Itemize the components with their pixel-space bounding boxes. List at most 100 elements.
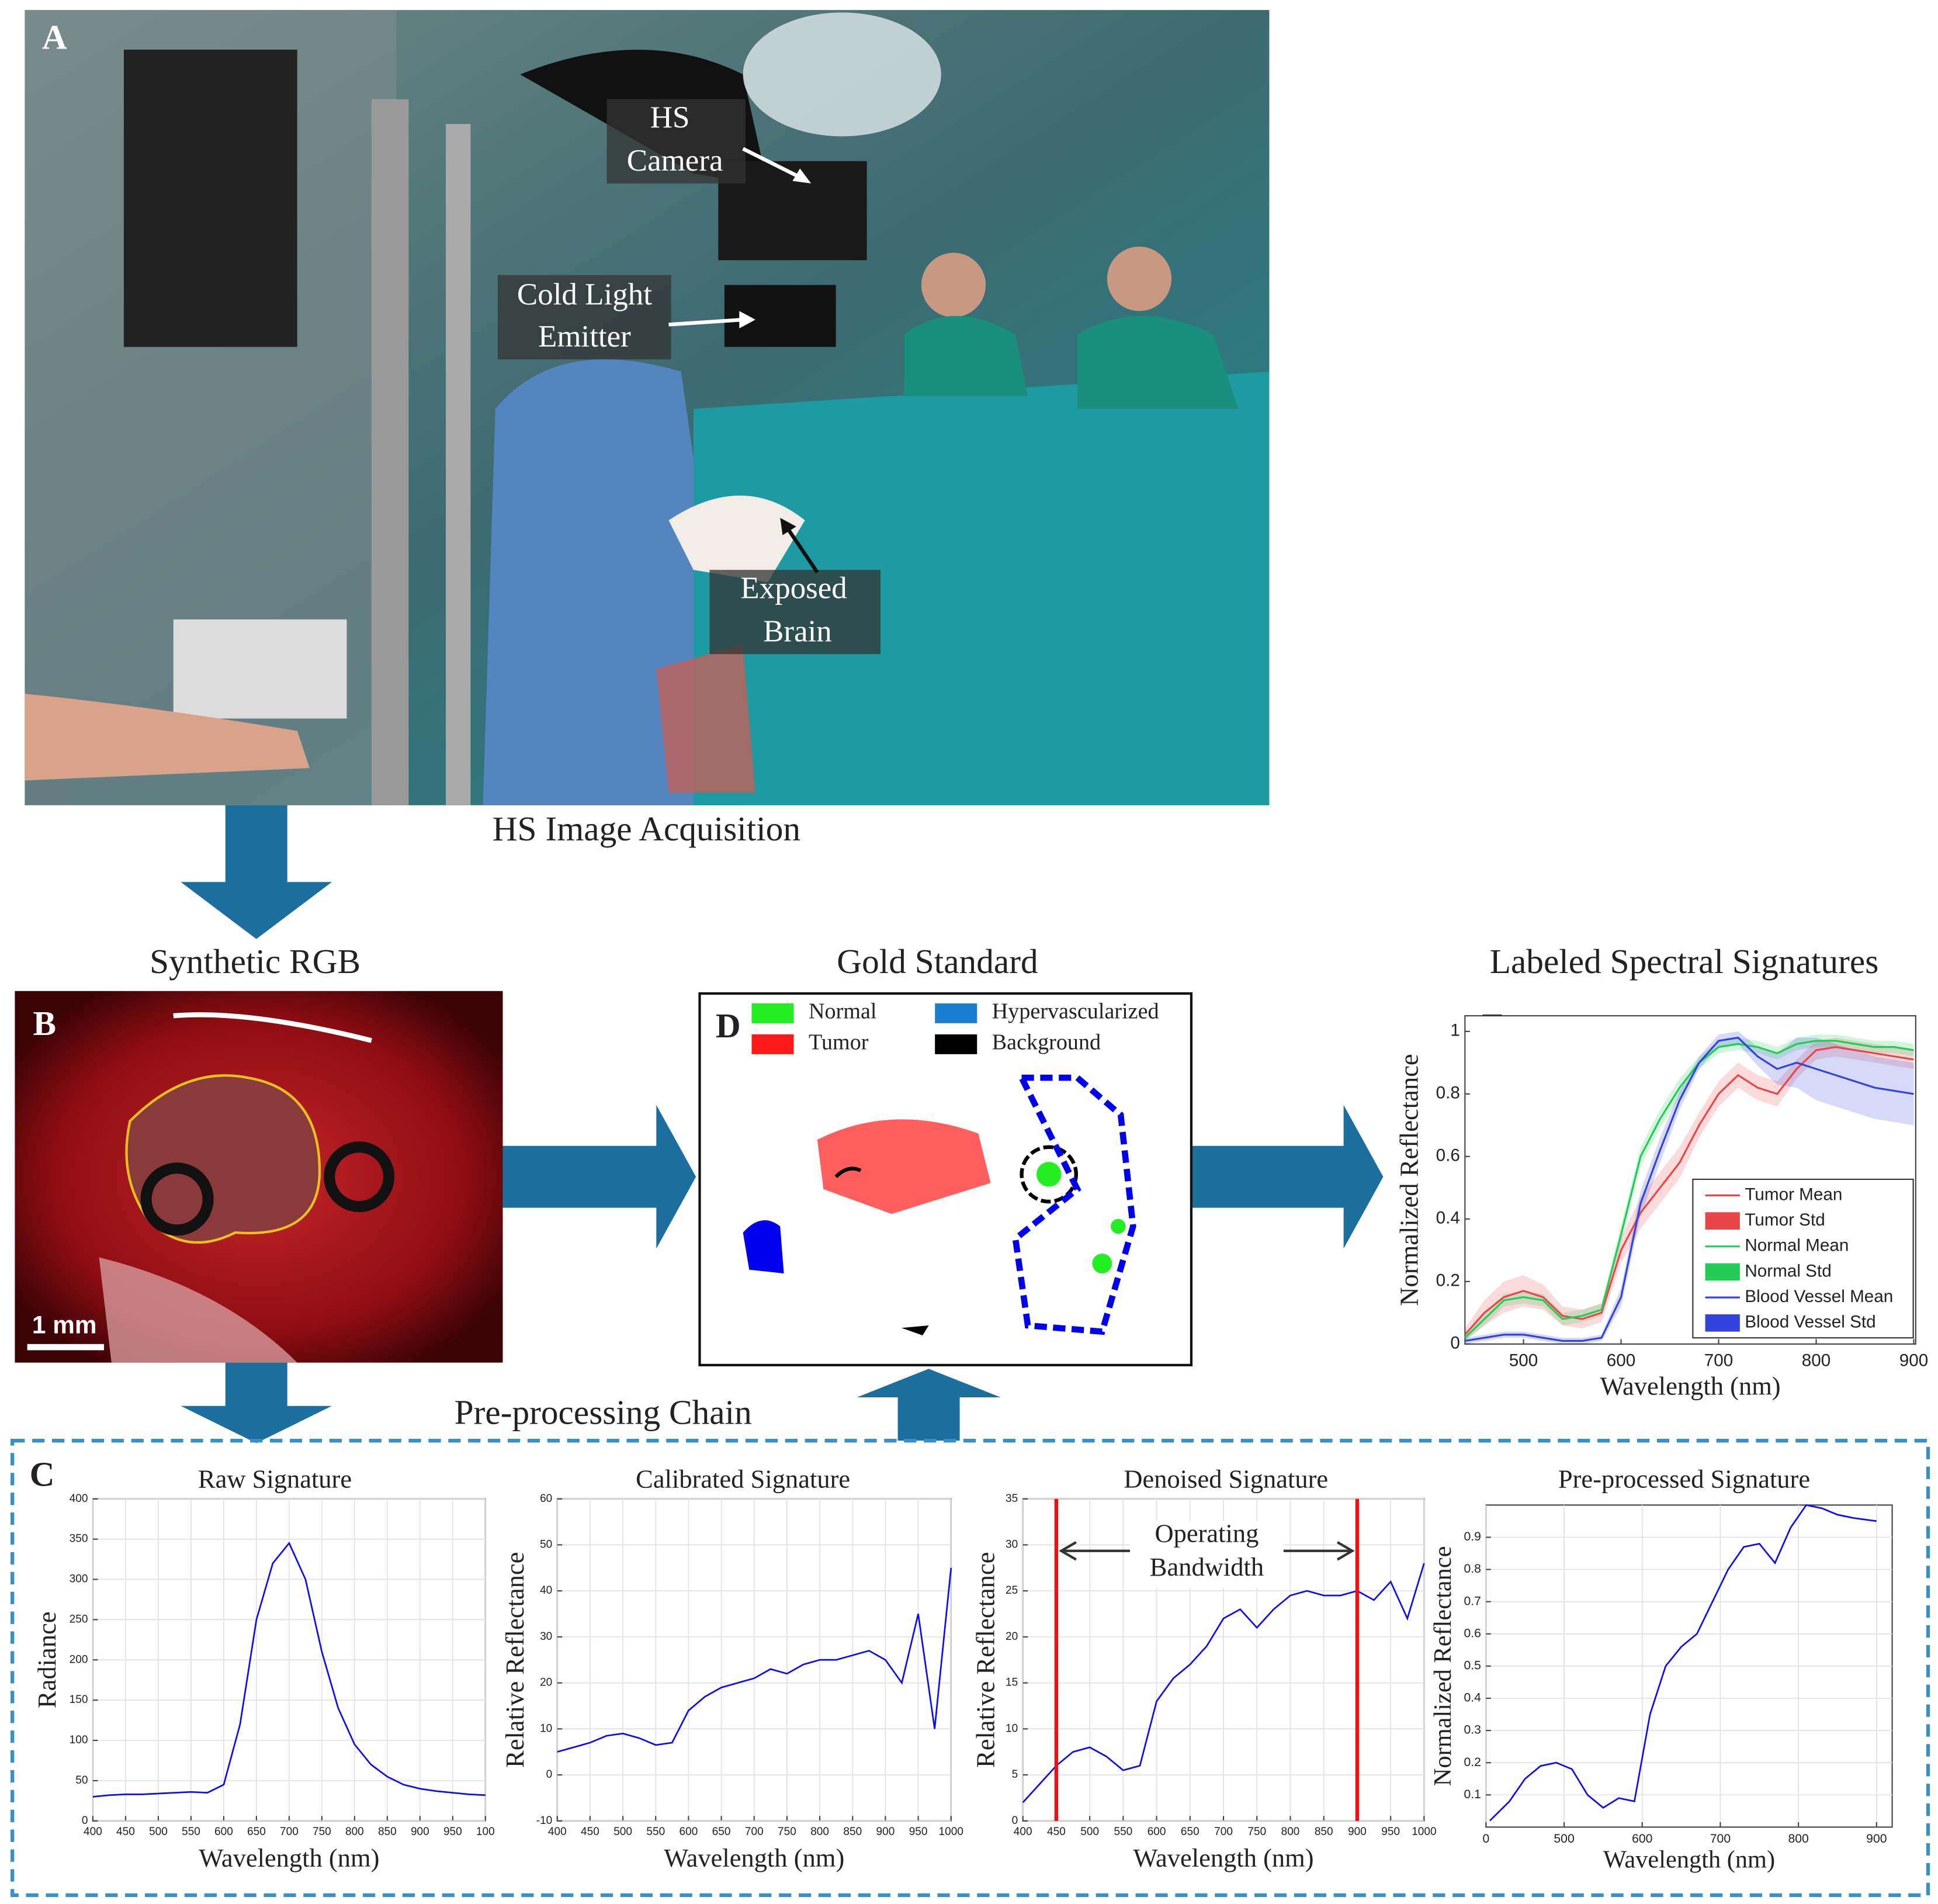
chart: 0 500 600 700 800 900 0.1 0.2 0.3 0.4 0.5 0.6 0.7 0.8… bbox=[1429, 1464, 1893, 1873]
y-tick-label: 200 bbox=[70, 1653, 88, 1666]
data-line bbox=[1489, 1504, 1877, 1822]
x-tick-label: 950 bbox=[443, 1826, 462, 1838]
x-tick-label: 450 bbox=[1047, 1826, 1066, 1838]
x-tick-label: 450 bbox=[116, 1826, 135, 1838]
x-tick-label: 650 bbox=[712, 1826, 731, 1838]
x-tick-label: 550 bbox=[182, 1826, 200, 1838]
x-tick-label: 500 bbox=[149, 1826, 168, 1838]
panel-label: D bbox=[716, 1006, 741, 1045]
legend-swatch bbox=[751, 1034, 794, 1054]
x-tick-label: 700 bbox=[1710, 1832, 1731, 1846]
chart: 400 450 500 550 600 650 700 750 800 850 900 950 1000… bbox=[32, 1464, 495, 1872]
x-tick-label: 950 bbox=[909, 1826, 928, 1838]
y-tick-label: 0.4 bbox=[1436, 1209, 1460, 1228]
x-tick-label: 800 bbox=[1788, 1832, 1808, 1846]
chart-title: Calibrated Signature bbox=[636, 1464, 850, 1493]
y-axis-label: Relative Reflectance bbox=[971, 1552, 1000, 1768]
y-tick-label: 100 bbox=[70, 1734, 88, 1746]
y-tick-label: 0.5 bbox=[1464, 1659, 1481, 1672]
y-tick-label: 0.6 bbox=[1464, 1626, 1481, 1640]
panel-label: B bbox=[33, 1004, 57, 1043]
caption: Synthetic RGB bbox=[150, 942, 360, 981]
x-tick-label: 900 bbox=[876, 1826, 895, 1838]
y-tick-label: 0.6 bbox=[1436, 1146, 1460, 1165]
x-tick-label: 400 bbox=[548, 1826, 567, 1838]
x-tick-label: 800 bbox=[1281, 1826, 1300, 1838]
y-tick-label: 30 bbox=[1006, 1539, 1018, 1551]
y-tick-label: 0 bbox=[1450, 1334, 1460, 1353]
photo-b: B 1 mm bbox=[15, 991, 503, 1363]
legend-label: Blood Vessel Mean bbox=[1745, 1287, 1893, 1306]
chart-title: Labeled Spectral Signatures bbox=[1490, 942, 1879, 981]
callout: Emitter bbox=[538, 320, 631, 354]
arrows bbox=[181, 805, 1384, 1443]
legend-label: Blood Vessel Std bbox=[1745, 1313, 1875, 1332]
legend-label: Hypervascularized bbox=[992, 999, 1159, 1024]
scale-bar-label: 1 mm bbox=[32, 1311, 97, 1338]
legend-label: Background bbox=[992, 1030, 1101, 1055]
y-tick-label: 50 bbox=[75, 1774, 88, 1787]
x-tick-label: 400 bbox=[84, 1826, 102, 1838]
y-tick-label: 150 bbox=[70, 1694, 88, 1706]
y-tick-label: 0.7 bbox=[1464, 1594, 1481, 1608]
y-tick-label: 0 bbox=[1012, 1815, 1018, 1827]
x-tick-label: 900 bbox=[1348, 1826, 1367, 1838]
y-tick-label: 0 bbox=[82, 1815, 88, 1827]
y-tick-label: 0.4 bbox=[1464, 1691, 1481, 1705]
x-tick-label: 950 bbox=[1381, 1826, 1400, 1838]
x-tick-label: 1000 bbox=[1412, 1826, 1436, 1838]
callout: Camera bbox=[627, 144, 723, 178]
x-tick-label: 600 bbox=[1607, 1351, 1635, 1370]
x-tick-label: 550 bbox=[646, 1826, 665, 1838]
chart: 500 600 700 800 900 0 0.2 0.4 0.6 0.8 1 Labeled Spe… bbox=[1394, 942, 1928, 1400]
x-tick-label: 900 bbox=[1866, 1832, 1887, 1846]
y-tick-label: 0.2 bbox=[1464, 1756, 1481, 1769]
y-tick-label: 0.3 bbox=[1464, 1723, 1481, 1737]
y-tick-label: 0 bbox=[546, 1768, 553, 1781]
x-tick-label: 500 bbox=[1554, 1832, 1574, 1846]
x-tick-label: 100 bbox=[476, 1826, 495, 1838]
y-tick-label: 35 bbox=[1006, 1493, 1018, 1505]
x-tick-label: 600 bbox=[679, 1826, 698, 1838]
y-axis-label: Radiance bbox=[32, 1612, 61, 1709]
y-tick-label: 60 bbox=[540, 1493, 552, 1505]
y-tick-label: 10 bbox=[1006, 1722, 1018, 1735]
legend-box bbox=[1692, 1178, 1914, 1339]
legend-label: Normal bbox=[809, 999, 877, 1024]
x-tick-label: 800 bbox=[345, 1826, 364, 1838]
std-band bbox=[1465, 1037, 1914, 1341]
caption: Gold Standard bbox=[837, 942, 1038, 981]
x-tick-label: 1000 bbox=[939, 1826, 963, 1838]
legend-swatch bbox=[935, 1003, 977, 1023]
x-tick-label: 600 bbox=[214, 1826, 233, 1838]
x-tick-label: 800 bbox=[810, 1826, 829, 1838]
annotation-bg bbox=[1130, 1521, 1284, 1588]
x-axis-label: Wavelength (nm) bbox=[1603, 1846, 1775, 1873]
x-tick-label: 500 bbox=[1080, 1826, 1099, 1838]
data-line bbox=[1464, 1040, 1914, 1339]
x-tick-label: 900 bbox=[411, 1826, 429, 1838]
legend-label: Tumor Mean bbox=[1745, 1185, 1842, 1204]
y-axis-label: Normalized Reflectance bbox=[1429, 1546, 1457, 1787]
y-tick-label: 0.9 bbox=[1464, 1530, 1481, 1543]
y-tick-label: -10 bbox=[536, 1815, 553, 1827]
chart: 400 450 500 550 600 650 700 750 800 850 900 950 1000… bbox=[500, 1464, 963, 1872]
y-tick-label: 1 bbox=[1450, 1021, 1460, 1040]
y-tick-label: 0.8 bbox=[1436, 1083, 1460, 1103]
x-tick-label: 750 bbox=[778, 1826, 796, 1838]
legend-swatch bbox=[751, 1003, 794, 1023]
legend-label: Normal Std bbox=[1745, 1261, 1831, 1280]
chart-title: Raw Signature bbox=[198, 1464, 352, 1493]
x-tick-label: 500 bbox=[1509, 1351, 1538, 1370]
x-tick-label: 700 bbox=[1704, 1351, 1733, 1370]
y-tick-label: 0.1 bbox=[1464, 1788, 1481, 1801]
chart: 400 450 500 550 600 650 700 750 800 850 900 950 1000… bbox=[971, 1464, 1437, 1872]
data-line bbox=[1465, 1036, 1914, 1342]
gold-standard-map: Normal Hypervascularized Tumor Background D bbox=[698, 992, 1193, 1366]
data-line bbox=[557, 1567, 952, 1753]
x-tick-label: 0 bbox=[1482, 1832, 1489, 1846]
legend-label: Normal Mean bbox=[1745, 1236, 1849, 1255]
panel-label: C bbox=[30, 1455, 55, 1493]
x-tick-label: 850 bbox=[378, 1826, 397, 1838]
